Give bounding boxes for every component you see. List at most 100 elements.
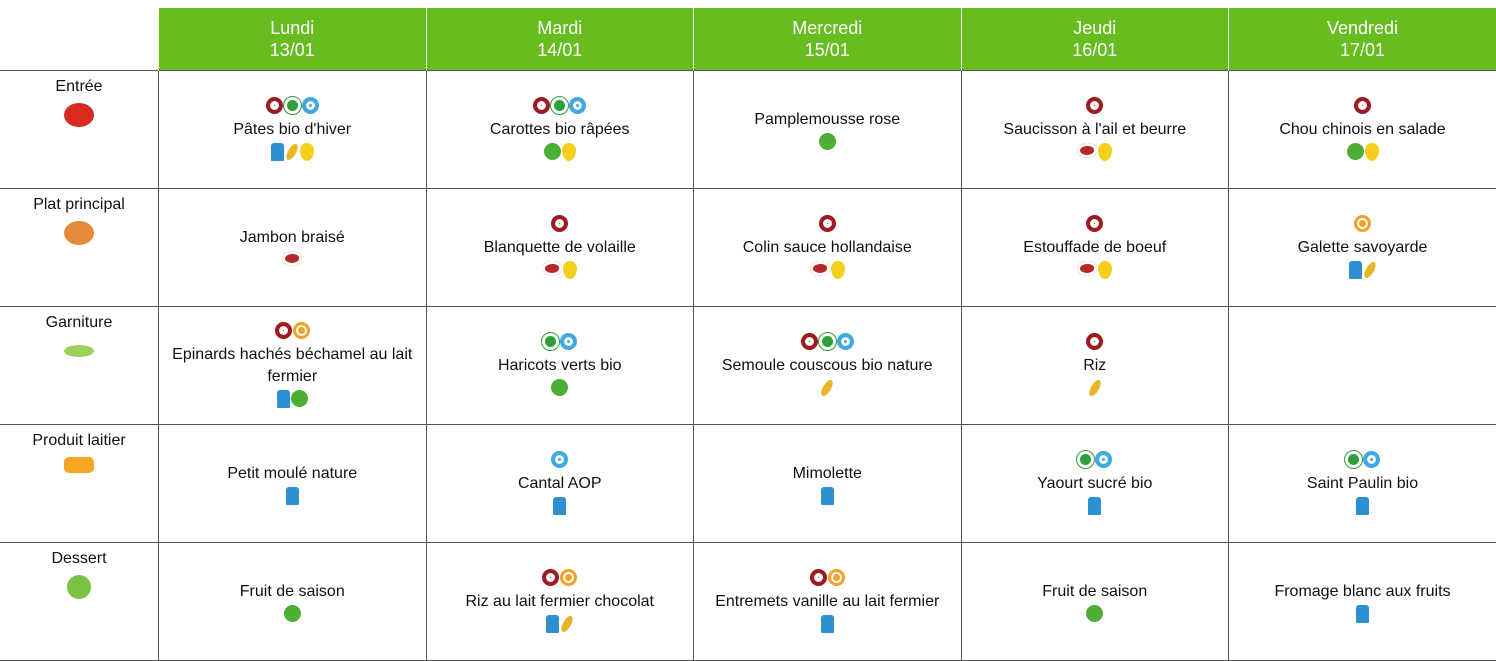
dish: Estouffade de boeuf <box>966 237 1225 259</box>
dish-cell: Jambon braisé <box>159 189 427 307</box>
icon <box>559 614 575 634</box>
icon <box>569 97 586 114</box>
dish: Pamplemousse rose <box>698 109 957 131</box>
day-date: 14/01 <box>427 39 694 61</box>
icon <box>1362 260 1378 280</box>
icon <box>1345 451 1362 468</box>
dish: Entremets vanille au lait fermier <box>698 591 957 613</box>
icon <box>1363 451 1380 468</box>
icon <box>819 215 836 232</box>
dish: Haricots verts bio <box>431 355 690 377</box>
dish-cell: Carottes bio râpées <box>426 71 694 189</box>
dish: Riz au lait fermier chocolat <box>431 591 690 613</box>
dish-cell: Saint Paulin bio <box>1229 425 1496 543</box>
dish: Fruit de saison <box>163 581 422 603</box>
icon <box>1095 451 1112 468</box>
course-cell: Dessert <box>0 543 159 661</box>
icon <box>300 143 314 161</box>
course-cell: Plat principal <box>0 189 159 307</box>
dish: Fruit de saison <box>966 581 1225 603</box>
icon <box>819 333 836 350</box>
dish-cell: Yaourt sucré bio <box>961 425 1229 543</box>
icon <box>1086 605 1103 622</box>
icon <box>282 251 302 266</box>
dish: Fromage blanc aux fruits <box>1233 581 1492 603</box>
day-name: Jeudi <box>962 17 1229 39</box>
corner <box>0 8 159 71</box>
icon <box>542 333 559 350</box>
course-icon <box>67 575 91 599</box>
dish-cell: Pamplemousse rose <box>694 71 962 189</box>
icon <box>563 261 577 279</box>
icon <box>551 215 568 232</box>
icon <box>819 133 836 150</box>
dish-cell: Fromage blanc aux fruits <box>1229 543 1496 661</box>
dish-cell: Estouffade de boeuf <box>961 189 1229 307</box>
course-row: Produit laitier Petit moulé nature Canta… <box>0 425 1496 543</box>
icon <box>828 569 845 586</box>
dish-cell: Fruit de saison <box>159 543 427 661</box>
dish: Saucisson à l'ail et beurre <box>966 119 1225 141</box>
course-icon <box>64 103 94 127</box>
icon <box>1098 261 1112 279</box>
dish: Semoule couscous bio nature <box>698 355 957 377</box>
icon <box>1086 97 1103 114</box>
icon <box>1077 261 1097 276</box>
icon <box>560 569 577 586</box>
course-label: Garniture <box>4 313 154 333</box>
icon <box>284 142 300 162</box>
day-name: Mardi <box>427 17 694 39</box>
day-date: 17/01 <box>1229 39 1496 61</box>
dish-cell: Mimolette <box>694 425 962 543</box>
dish-cell: Riz <box>961 307 1229 425</box>
icon <box>284 97 301 114</box>
day-date: 16/01 <box>962 39 1229 61</box>
icon <box>551 97 568 114</box>
day-name: Mercredi <box>694 17 961 39</box>
icon <box>293 322 310 339</box>
icon <box>551 379 568 396</box>
icon <box>562 143 576 161</box>
dish: Chou chinois en salade <box>1233 119 1492 141</box>
icon <box>1086 215 1103 232</box>
dish-cell: Semoule couscous bio nature <box>694 307 962 425</box>
icon <box>533 97 550 114</box>
day-date: 15/01 <box>694 39 961 61</box>
icon <box>1365 143 1379 161</box>
dish: Galette savoyarde <box>1233 237 1492 259</box>
dish: Yaourt sucré bio <box>966 473 1225 495</box>
icon <box>831 261 845 279</box>
course-row: Garniture Epinards hachés béchamel au la… <box>0 307 1496 425</box>
dish-cell: Colin sauce hollandaise <box>694 189 962 307</box>
course-cell: Produit laitier <box>0 425 159 543</box>
dish: Epinards hachés béchamel au lait fermier <box>163 344 422 388</box>
icon <box>542 569 559 586</box>
dish: Mimolette <box>698 463 957 485</box>
dish-cell: Saucisson à l'ail et beurre <box>961 71 1229 189</box>
dish: Saint Paulin bio <box>1233 473 1492 495</box>
icon <box>819 378 835 398</box>
dish: Jambon braisé <box>163 227 422 249</box>
icon <box>1354 215 1371 232</box>
icon <box>291 390 308 407</box>
day-date: 13/01 <box>159 39 426 61</box>
icon <box>821 487 834 505</box>
course-label: Plat principal <box>4 195 154 215</box>
page: {"days":[{"name":"Lundi","date":"13/01"}… <box>0 0 1496 640</box>
dish: Colin sauce hollandaise <box>698 237 957 259</box>
dish-cell: Pâtes bio d'hiver <box>159 71 427 189</box>
dish: Petit moulé nature <box>163 463 422 485</box>
icon <box>302 97 319 114</box>
icon <box>275 322 292 339</box>
icon <box>1349 261 1362 279</box>
dish-cell: Riz au lait fermier chocolat <box>426 543 694 661</box>
dish-cell: Cantal AOP <box>426 425 694 543</box>
icon <box>821 615 834 633</box>
course-row: Dessert Fruit de saison Riz au lait ferm… <box>0 543 1496 661</box>
icon <box>1086 333 1103 350</box>
